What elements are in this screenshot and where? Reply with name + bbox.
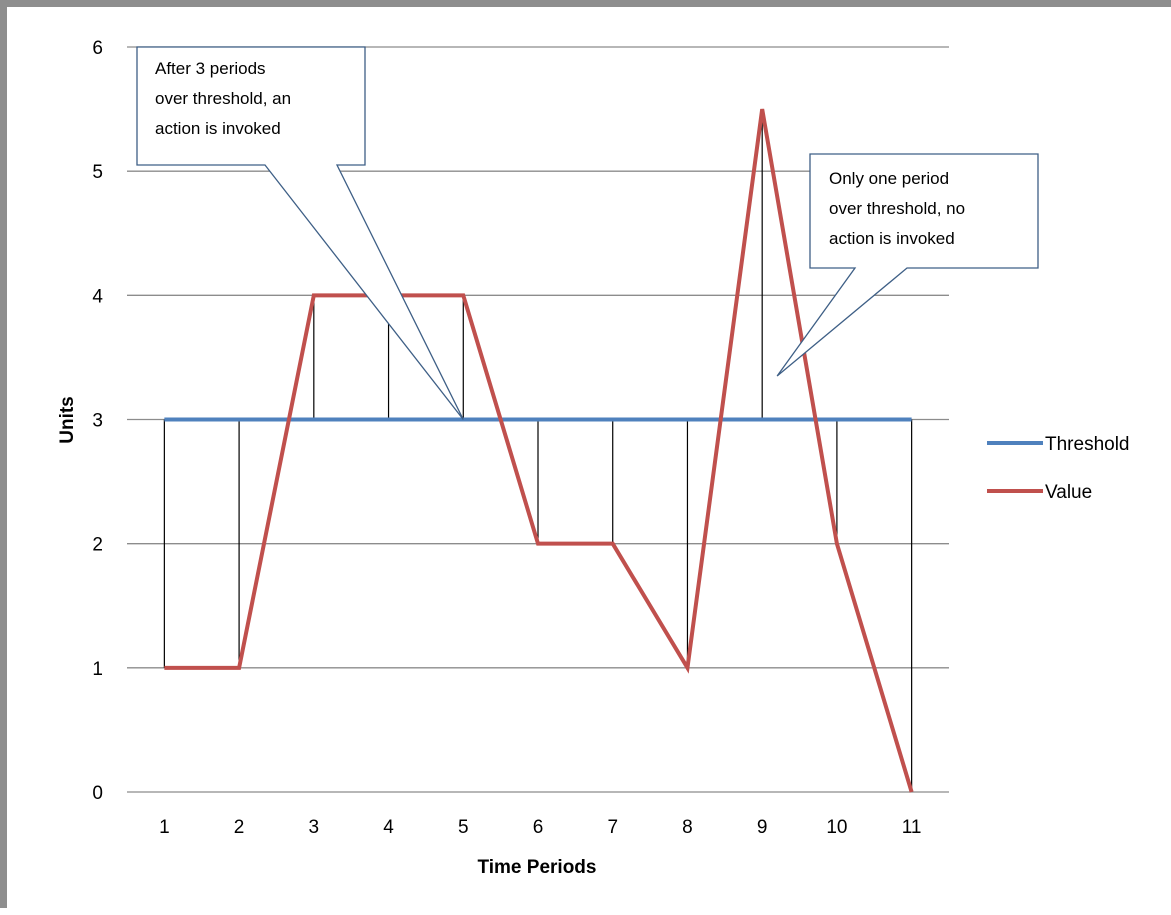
- legend-label: Value: [1045, 482, 1092, 503]
- y-axis-title: Units: [57, 396, 78, 444]
- legend-label: Threshold: [1045, 434, 1130, 455]
- x-tick-label: 6: [533, 817, 544, 838]
- y-tick-label: 1: [92, 659, 103, 680]
- x-tick-label: 1: [159, 817, 170, 838]
- series-line-value: [164, 108, 914, 793]
- y-tick-label: 3: [92, 411, 103, 432]
- callout-text-line: action is invoked: [829, 229, 955, 248]
- y-tick-label: 6: [92, 38, 103, 59]
- x-tick-label: 11: [902, 817, 922, 838]
- callout-text-line: After 3 periods: [155, 59, 266, 78]
- callout-bubble: [136, 46, 464, 420]
- callout-text-line: over threshold, an: [155, 89, 291, 108]
- y-tick-label: 0: [92, 783, 103, 804]
- y-tick-label: 2: [92, 535, 103, 556]
- series-lines: [164, 108, 914, 793]
- y-tick-labels: 0 1 2 3 4 5 6: [92, 38, 103, 804]
- line-chart: 0 1 2 3 4 5 6 1 2 3 4 5 6 7 8 9 10 11 Time Periods Units…: [57, 38, 1130, 878]
- x-tick-label: 5: [458, 817, 469, 838]
- y-tick-label: 5: [92, 162, 103, 183]
- x-tick-label: 4: [383, 817, 394, 838]
- x-tick-label: 8: [682, 817, 693, 838]
- x-axis-title: Time Periods: [478, 857, 597, 878]
- y-tick-label: 4: [92, 286, 103, 307]
- x-tick-label: 10: [826, 817, 847, 838]
- callout-text-line: action is invoked: [155, 119, 281, 138]
- callout-text-line: over threshold, no: [829, 199, 965, 218]
- callout-text-line: Only one period: [829, 169, 949, 188]
- x-tick-label: 2: [234, 817, 245, 838]
- x-tick-labels: 1 2 3 4 5 6 7 8 9 10 11: [159, 817, 921, 838]
- x-tick-label: 9: [757, 817, 768, 838]
- x-tick-label: 3: [309, 817, 320, 838]
- callouts: After 3 periods over threshold, an action …: [136, 46, 1039, 420]
- legend: Threshold Value: [987, 434, 1130, 503]
- x-tick-label: 7: [607, 817, 618, 838]
- callout-bubble: [776, 153, 1039, 377]
- drop-lines: [163, 109, 913, 792]
